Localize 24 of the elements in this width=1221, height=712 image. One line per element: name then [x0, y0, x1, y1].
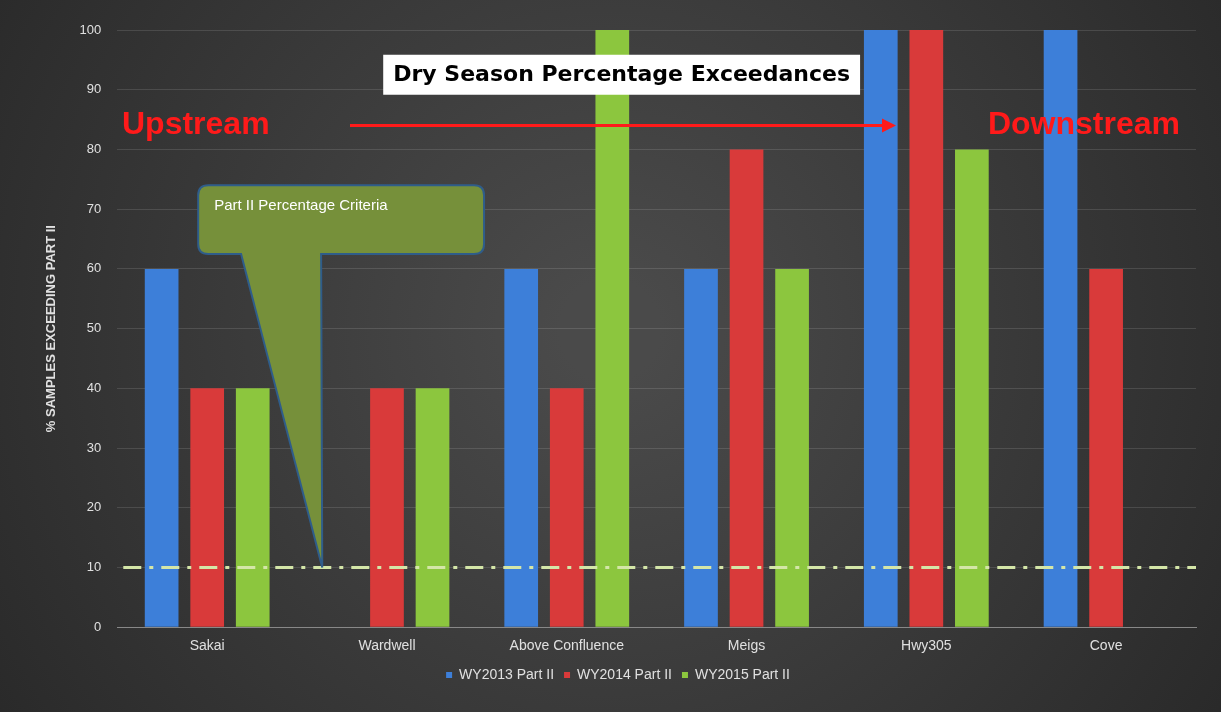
annotation: Part II Percentage Criteria — [214, 196, 389, 214]
y-tick-label: 70 — [86, 200, 102, 216]
y-tick-label: 60 — [86, 260, 102, 276]
x-tick-label: Above Confluence — [509, 637, 625, 654]
y-tick-label: 20 — [86, 499, 102, 515]
annotation: Upstream — [122, 105, 270, 142]
x-tick-label: Sakai — [189, 637, 225, 654]
y-tick-label: 50 — [86, 320, 102, 336]
y-tick-label: 10 — [86, 559, 102, 575]
y-tick-label: 30 — [86, 439, 102, 455]
y-tick-label: 90 — [86, 81, 102, 97]
legend-label: WY2014 Part II — [577, 665, 672, 682]
text: Dry Season Percentage Exceedances — [393, 60, 851, 86]
legend-label: WY2015 Part II — [694, 665, 790, 682]
y-tick-label: 40 — [86, 379, 102, 395]
legend-label: WY2013 Part II — [459, 665, 555, 682]
y-axis-title: % SAMPLES EXCEEDING PART II — [43, 225, 59, 433]
y-tick-label: 100 — [79, 21, 102, 37]
x-tick-label: Cove — [1089, 637, 1123, 654]
y-tick-label: 80 — [86, 141, 102, 157]
x-tick-label: Wardwell — [358, 637, 416, 654]
y-tick-label: 0 — [94, 618, 102, 634]
x-tick-label: Hwy305 — [901, 637, 952, 654]
x-tick-label: Meigs — [727, 637, 766, 654]
